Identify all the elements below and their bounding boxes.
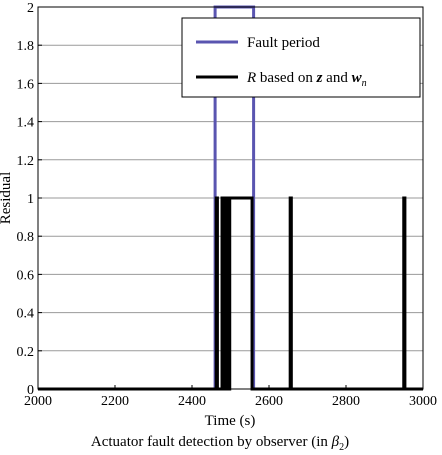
y-tick-label: 0.4	[17, 307, 35, 322]
legend: Fault period R based on z and wn	[181, 17, 421, 98]
legend-label-w: w	[352, 70, 363, 86]
legend-label-n: n	[362, 78, 367, 89]
y-tick-label: 1.8	[17, 39, 35, 54]
legend-label-fault-period: Fault period	[247, 35, 320, 51]
legend-label-r: R	[246, 70, 256, 86]
x-tick-label: 2400	[178, 394, 206, 409]
y-tick-label: 1.4	[17, 116, 35, 131]
y-tick-label: 0	[27, 383, 34, 398]
y-axis-title: Residual	[0, 172, 14, 225]
legend-label-and: and	[322, 70, 351, 86]
y-axis-ticks: 0 0.2 0.4 0.6 0.8 1 1.2 1.4 1.6 1.8 2	[17, 1, 42, 398]
x-axis-title: Time (s)	[205, 413, 256, 429]
x-tick-label: 3000	[409, 394, 437, 409]
y-tick-label: 0.6	[17, 268, 35, 283]
x-tick-label: 2200	[101, 394, 129, 409]
caption-text: Actuator fault detection by observer (in	[91, 434, 332, 450]
x-tick-label: 2800	[332, 394, 360, 409]
y-tick-label: 0.8	[17, 230, 35, 245]
y-tick-label: 0.2	[17, 345, 35, 360]
y-tick-label: 2	[27, 1, 34, 16]
y-tick-label: 1	[27, 192, 34, 207]
x-tick-label: 2000	[24, 394, 52, 409]
y-tick-label: 1.6	[17, 77, 35, 92]
legend-label-based-on: based on	[256, 70, 316, 86]
x-axis-ticks: 2000 2200 2400 2600 2800 3000	[24, 385, 437, 409]
chart-caption: Actuator fault detection by observer (in…	[91, 434, 349, 453]
caption-symbol: β	[331, 434, 340, 450]
x-tick-label: 2600	[255, 394, 283, 409]
y-tick-label: 1.2	[17, 154, 35, 169]
legend-label-residual: R based on z and wn	[246, 70, 367, 89]
legend-box	[181, 17, 421, 98]
legend-label-z: z	[316, 70, 323, 86]
caption-subscript: 2	[339, 442, 344, 453]
caption-end: )	[344, 434, 349, 450]
